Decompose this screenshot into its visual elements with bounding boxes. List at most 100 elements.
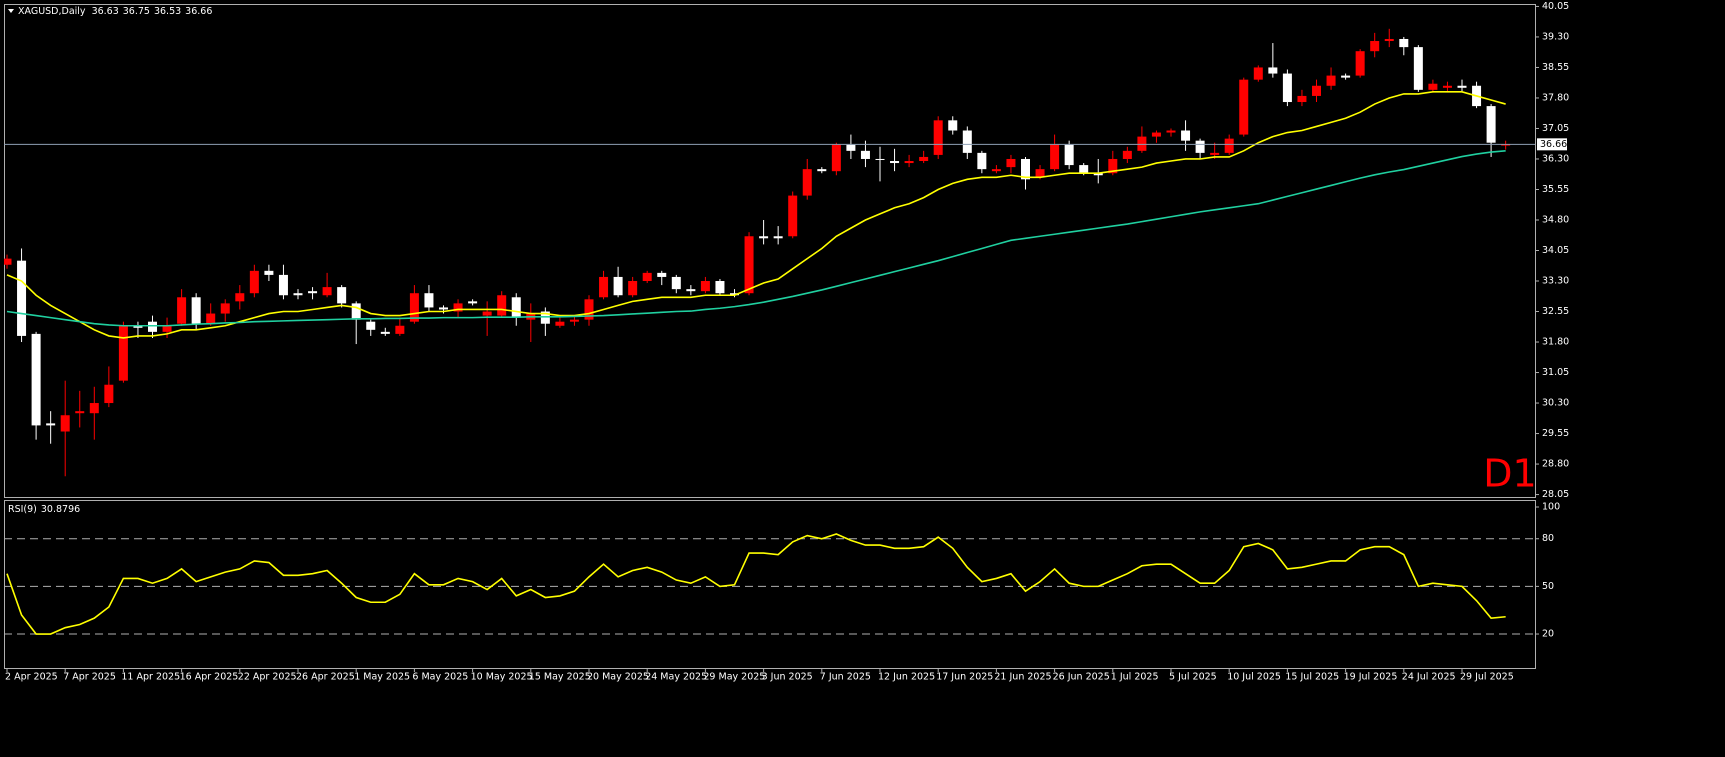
candle-body: [1093, 173, 1103, 176]
x-tick-label: 5 Jul 2025: [1169, 672, 1217, 683]
candle-body: [1021, 158, 1030, 180]
candle-body: [1282, 73, 1292, 103]
candle-body: [468, 301, 478, 304]
candle-body: [104, 384, 114, 404]
y-tick-label: 38.55: [1542, 62, 1569, 73]
candle-body: [206, 313, 216, 324]
x-tick-label: 19 Jul 2025: [1344, 672, 1398, 683]
y-tick-label: 39.30: [1542, 31, 1569, 42]
candle-body: [788, 195, 798, 237]
candle-body: [1326, 75, 1336, 86]
candle-body: [671, 276, 681, 290]
rsi-line: [6, 533, 1506, 635]
candle-body: [46, 423, 56, 426]
candle-body: [75, 411, 85, 414]
y-tick-label: 80: [1542, 533, 1554, 544]
candle-body: [730, 293, 739, 296]
y-tick-label: 29.55: [1542, 428, 1569, 439]
candle-body: [1050, 144, 1060, 170]
candle-body: [1064, 144, 1074, 166]
x-tick-label: 6 May 2025: [412, 672, 468, 683]
x-tick-label: 2 Apr 2025: [5, 672, 58, 683]
candle-body: [802, 169, 812, 196]
candle-body: [613, 276, 623, 296]
last-price-box: [1537, 138, 1567, 151]
candle-body: [293, 293, 303, 296]
x-tick-label: 3 Jun 2025: [762, 672, 813, 683]
candle-body: [860, 150, 870, 159]
menu-arrow[interactable]: [8, 9, 14, 13]
candle-body: [482, 311, 492, 316]
candle-body: [831, 144, 841, 172]
candle-body: [1195, 140, 1205, 153]
x-tick-label: 26 Apr 2025: [296, 672, 355, 683]
candle-body: [555, 321, 565, 326]
candle-body: [308, 291, 318, 294]
candle-body: [249, 270, 259, 294]
rsi-pane: [4, 500, 1536, 669]
rsi-title: RSI(9): [8, 504, 37, 515]
candle-body: [89, 403, 99, 414]
y-tick-label: 33.30: [1542, 276, 1569, 287]
candle-body: [1224, 138, 1234, 153]
symbol: XAGUSD,Daily: [18, 6, 86, 17]
y-tick-label: 34.05: [1542, 245, 1569, 256]
x-tick-label: 29 May 2025: [703, 672, 765, 683]
low: 36.53: [154, 6, 181, 17]
rsi-value: 30.8796: [41, 504, 80, 515]
x-tick-label: 15 May 2025: [529, 672, 591, 683]
candle-body: [584, 299, 594, 320]
candle-body: [439, 307, 448, 310]
candle-body: [599, 276, 609, 298]
candle-body: [642, 272, 652, 282]
candle-body: [1239, 79, 1249, 135]
candle-body: [1151, 132, 1161, 137]
candle-body: [1297, 95, 1307, 103]
chart-header: XAGUSD,Daily 36.63 36.75 36.53 36.66: [18, 6, 212, 17]
timeframe-label: D1: [1483, 452, 1536, 496]
candle-body: [657, 272, 667, 277]
candle-body: [991, 169, 1001, 172]
y-tick-label: 30.30: [1542, 398, 1569, 409]
x-tick-label: 21 Jun 2025: [994, 672, 1051, 683]
x-tick-label: 24 May 2025: [645, 672, 707, 683]
candles: [4, 28, 1511, 477]
x-tick-label: 29 Jul 2025: [1460, 672, 1514, 683]
candle-body: [948, 120, 958, 131]
y-tick-label: 37.05: [1542, 123, 1569, 134]
candle-body: [511, 297, 521, 318]
y-tick-label: 37.80: [1542, 92, 1569, 103]
candle-body: [278, 274, 288, 296]
moving-average: [6, 150, 1506, 327]
y-tick-label: 34.80: [1542, 214, 1569, 225]
candle-body: [1312, 85, 1321, 96]
candle-body: [962, 130, 972, 153]
candle-body: [1486, 106, 1496, 143]
candle-body: [977, 152, 987, 170]
candle-body: [1137, 136, 1147, 151]
candle-body: [875, 158, 885, 160]
x-tick-label: 20 May 2025: [587, 672, 649, 683]
candle-body: [1166, 130, 1176, 133]
candle-body: [17, 260, 27, 336]
x-tick-label: 24 Jul 2025: [1402, 672, 1456, 683]
y-tick-label: 32.55: [1542, 306, 1569, 317]
candle-body: [773, 236, 783, 239]
candle-body: [337, 287, 347, 304]
candle-body: [497, 295, 507, 316]
x-tick-label: 26 Jun 2025: [1053, 672, 1110, 683]
x-tick-label: 1 Jul 2025: [1111, 672, 1159, 683]
candle-body: [1079, 165, 1089, 174]
last-price-label: 36.66: [1540, 139, 1567, 150]
candle-body: [118, 325, 128, 381]
candle-body: [31, 333, 41, 426]
candle-body: [628, 281, 638, 296]
close: 36.66: [185, 6, 212, 17]
candle-body: [1501, 144, 1511, 146]
candle-body: [220, 303, 230, 314]
y-tick-label: 28.80: [1542, 459, 1569, 470]
candle-body: [817, 169, 827, 172]
x-tick-label: 1 May 2025: [354, 672, 410, 683]
